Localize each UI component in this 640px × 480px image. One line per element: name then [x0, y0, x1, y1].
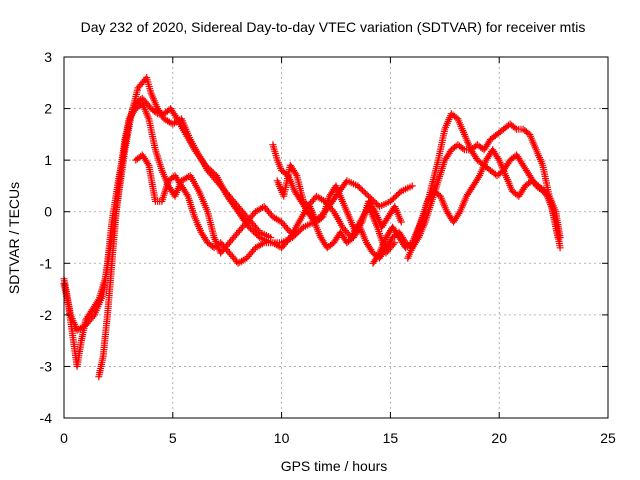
y-tick-label: 0: [44, 204, 52, 220]
axis-ticks: 0 5 10 15 20 25 -4 -3 -2 -1 0 1 2 3: [40, 49, 616, 446]
series-trace-7: [404, 146, 562, 262]
y-tick-label: 3: [44, 49, 52, 65]
x-tick-label: 15: [383, 430, 399, 446]
plus-markers: [273, 161, 405, 236]
chart-title: Day 232 of 2020, Sidereal Day-to-day VTE…: [81, 19, 586, 35]
y-tick-label: 1: [44, 152, 52, 168]
x-tick-label: 0: [60, 430, 68, 446]
x-axis-label: GPS time / hours: [281, 458, 388, 474]
data-series: [60, 74, 564, 381]
series-trace-8: [273, 161, 405, 236]
y-tick-label: -3: [40, 358, 53, 374]
x-tick-label: 25: [600, 430, 616, 446]
y-tick-label: 2: [44, 101, 52, 117]
y-tick-label: -1: [40, 255, 53, 271]
x-tick-label: 10: [274, 430, 290, 446]
y-tick-label: -2: [40, 307, 53, 323]
x-tick-label: 5: [169, 430, 177, 446]
y-axis-label: SDTVAR / TECUs: [6, 182, 22, 294]
y-tick-label: -4: [40, 410, 53, 426]
plot-frame: [63, 56, 609, 419]
series-trace-6: [369, 110, 564, 267]
plus-markers: [404, 146, 562, 262]
plus-markers: [369, 110, 564, 267]
x-tick-label: 20: [491, 430, 507, 446]
